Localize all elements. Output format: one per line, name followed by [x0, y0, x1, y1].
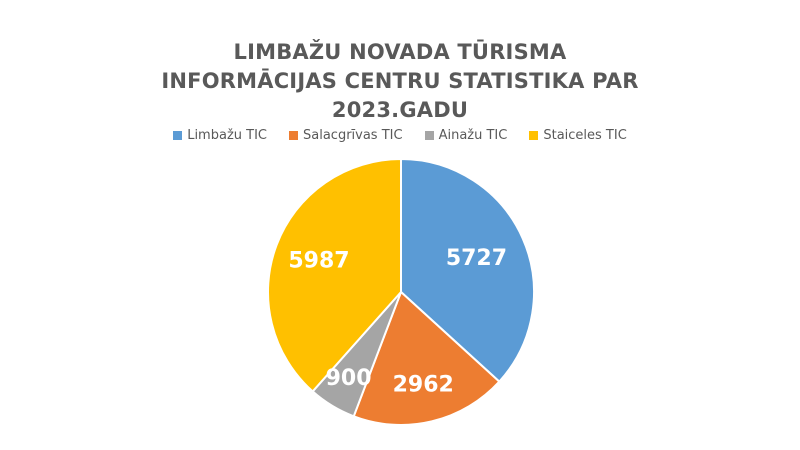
legend-label-salacgrivas: Salacgrīvas TIC	[303, 128, 403, 143]
pie-slice-staiceles	[267, 157, 402, 393]
data-label-salacgrivas: 2962	[393, 373, 454, 398]
legend-swatch-limbazu	[173, 131, 183, 140]
chart-legend: Limbažu TIC Salacgrīvas TIC Ainažu TIC S…	[0, 128, 800, 143]
legend-item-salacgrivas: Salacgrīvas TIC	[289, 128, 403, 143]
data-label-limbazu: 5727	[446, 246, 507, 271]
legend-item-staiceles: Staiceles TIC	[529, 128, 627, 143]
chart-title-line-2: INFORMĀCIJAS CENTRU STATISTIKA PAR	[161, 69, 639, 93]
chart-title-line-3: 2023.GADU	[331, 98, 469, 122]
legend-label-ainazu: Ainažu TIC	[438, 128, 508, 143]
pie-slices	[267, 157, 535, 426]
data-label-ainazu: 900	[326, 366, 372, 391]
legend-label-staiceles: Staiceles TIC	[543, 128, 627, 143]
legend-swatch-staiceles	[529, 131, 539, 140]
legend-item-ainazu: Ainažu TIC	[424, 128, 508, 143]
legend-label-limbazu: Limbažu TIC	[187, 128, 267, 143]
data-label-staiceles: 5987	[288, 248, 349, 273]
chart-title: LIMBAŽU NOVADA TŪRISMA INFORMĀCIJAS CENT…	[0, 38, 800, 125]
chart-title-line-1: LIMBAŽU NOVADA TŪRISMA	[233, 40, 567, 64]
pie-slice-limbazu	[400, 157, 535, 384]
pie-slice-salacgrivas	[352, 290, 501, 426]
legend-swatch-ainazu	[424, 131, 434, 140]
legend-swatch-salacgrivas	[289, 131, 298, 140]
legend-item-limbazu: Limbažu TIC	[173, 128, 267, 143]
pie-data-labels: 5727 2962 900 5987	[288, 246, 507, 397]
